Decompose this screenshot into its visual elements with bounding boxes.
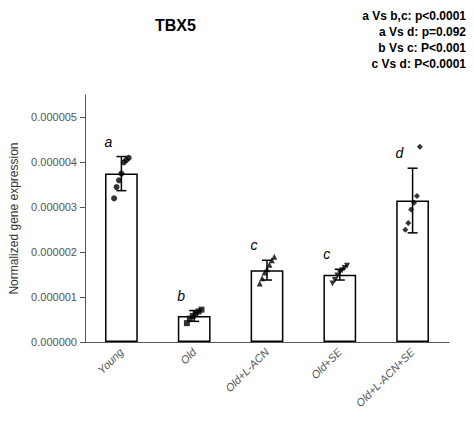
svg-text:c: c (323, 246, 330, 262)
svg-text:c Vs d: P<0.0001: c Vs d: P<0.0001 (372, 57, 467, 71)
svg-text:0.000004: 0.000004 (31, 156, 77, 168)
svg-text:Old+L-ACN: Old+L-ACN (223, 346, 271, 394)
svg-text:0.000000: 0.000000 (31, 336, 77, 348)
svg-text:d: d (396, 145, 405, 161)
svg-text:TBX5: TBX5 (155, 17, 196, 34)
svg-text:a: a (104, 134, 112, 150)
svg-text:0.000005: 0.000005 (31, 111, 77, 123)
svg-text:0.000002: 0.000002 (31, 246, 77, 258)
svg-text:b: b (177, 288, 185, 304)
svg-text:c: c (250, 237, 257, 253)
svg-text:Young: Young (95, 345, 126, 376)
svg-text:a Vs b,c: p<0.0001: a Vs b,c: p<0.0001 (362, 9, 466, 23)
svg-text:Old+L-ACN+SE: Old+L-ACN+SE (354, 345, 418, 409)
svg-text:b Vs c: P<0.001: b Vs c: P<0.001 (378, 41, 466, 55)
svg-text:a Vs d: p=0.092: a Vs d: p=0.092 (379, 25, 466, 39)
svg-text:Normalized gene expression: Normalized gene expression (7, 142, 21, 294)
svg-text:Old: Old (178, 345, 199, 366)
svg-text:0.000003: 0.000003 (31, 201, 77, 213)
svg-text:0.000001: 0.000001 (31, 291, 77, 303)
svg-text:Old+SE: Old+SE (309, 345, 345, 381)
